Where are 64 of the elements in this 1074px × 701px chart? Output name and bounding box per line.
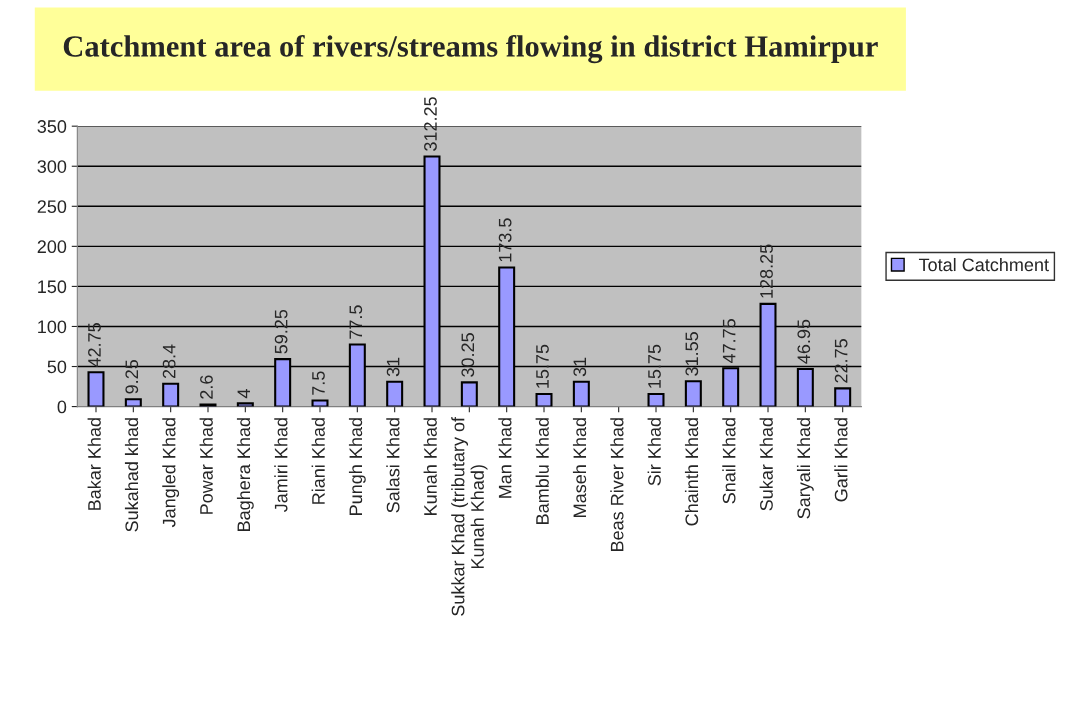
y-tick-label: 50 [47, 360, 67, 374]
data-label: 15.75 [648, 344, 661, 388]
data-label: 47.75 [722, 319, 736, 364]
bar [311, 399, 329, 407]
data-label: 15.75 [536, 344, 549, 388]
data-label: 173.5 [498, 218, 512, 262]
x-tick-label: Pungh Khad [348, 418, 366, 515]
bar [684, 380, 702, 407]
bar [87, 371, 105, 407]
data-label: 4 [237, 389, 250, 399]
x-tick-label: Maseh Khad [572, 418, 587, 517]
chart-title: Catchment area of rivers/streams flowing in district Hamirpur [63, 34, 878, 64]
data-label: 2.6 [200, 375, 213, 399]
x-tick-label: Sukahad khad [124, 418, 139, 532]
x-tick-label: Snail Khad [722, 418, 736, 504]
y-tick-label: 100 [38, 320, 67, 334]
data-label: 128.25 [760, 244, 773, 298]
x-tick-label: Sir Khad [647, 418, 661, 486]
x-tick-label: Beas River Khad [610, 418, 624, 551]
x-tick-label: Powar Khad [199, 418, 213, 514]
data-label: 30.25 [461, 333, 475, 377]
bar [386, 380, 404, 407]
x-tick-label: Baghera Khad [236, 418, 254, 531]
x-tick-label: Saryali Khad [796, 418, 814, 519]
data-label: 312.25 [424, 97, 437, 151]
x-tick-label: Sukar Khad [759, 418, 773, 511]
bar [460, 381, 478, 407]
data-label: 7.5 [312, 371, 325, 395]
y-tick-label: 350 [37, 120, 67, 133]
x-tick-label: Chainth Khad [684, 418, 699, 526]
bar [236, 402, 254, 407]
data-label: 28.4 [162, 344, 176, 379]
x-tick-label: Jamiri Khad [274, 418, 288, 513]
y-tick-label: 250 [37, 200, 67, 214]
data-label: 31 [386, 357, 400, 377]
bar [535, 392, 553, 407]
x-tick-label: Salasi Khad [386, 418, 400, 513]
data-label: 22.75 [834, 339, 848, 383]
bar [124, 398, 142, 407]
data-label: 59.25 [274, 309, 288, 354]
data-label: 31.55 [685, 332, 699, 376]
data-label: 46.95 [797, 319, 811, 364]
y-tick-label: 150 [38, 280, 67, 294]
bar [572, 380, 590, 407]
bar [647, 392, 665, 407]
y-tick-label: 200 [37, 240, 67, 254]
x-tick-label: Sukkar Khad (tributary of Kunah Khad) [451, 416, 488, 616]
data-label: 77.5 [349, 305, 363, 339]
data-label: 42.75 [88, 323, 101, 368]
bar [834, 387, 852, 407]
bar [199, 403, 217, 407]
data-label: 31 [573, 357, 587, 377]
x-tick-label: Man Khad [498, 418, 512, 498]
x-tick-label: Bamblu Khad [535, 418, 549, 524]
x-tick-label: Bakar Khad [87, 418, 101, 510]
data-label: 9.25 [125, 359, 139, 394]
bar [162, 382, 180, 407]
x-tick-label: Jangled Khad [162, 418, 180, 528]
y-tick-label: 0 [57, 400, 67, 414]
x-tick-label: Garli Khad [834, 418, 848, 502]
y-tick-label: 300 [37, 160, 67, 173]
legend-label: Total Catchment [918, 257, 1049, 272]
x-tick-label: Kunah Khad [423, 418, 437, 515]
x-tick-label: Riani Khad [311, 418, 325, 504]
